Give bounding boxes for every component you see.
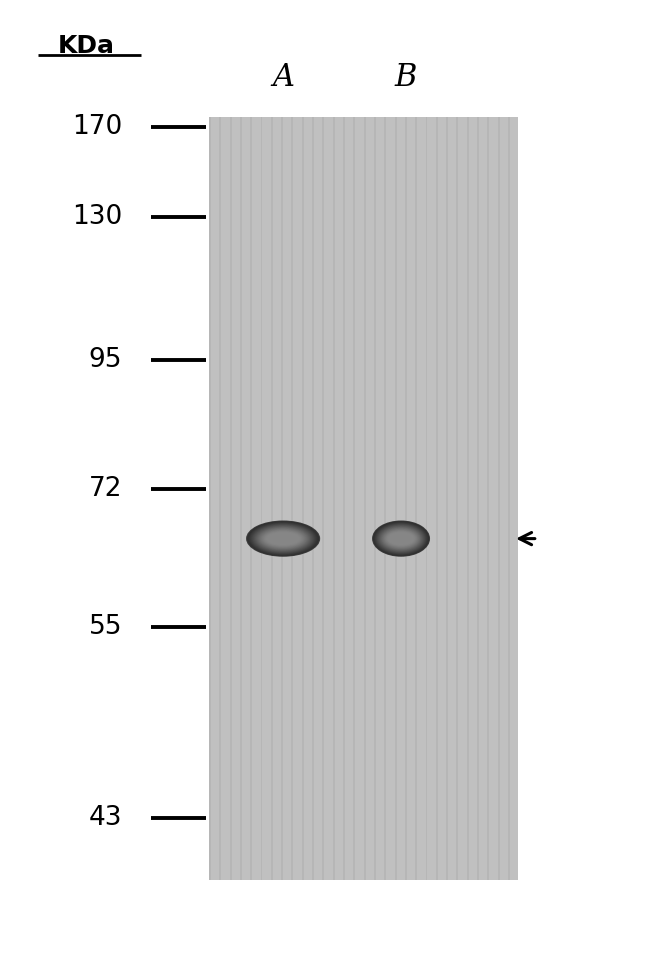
Ellipse shape (265, 531, 301, 546)
Ellipse shape (264, 530, 302, 547)
Text: 95: 95 (88, 347, 122, 373)
Bar (322, 117, 324, 880)
Text: B: B (395, 61, 417, 93)
Ellipse shape (266, 532, 300, 546)
Bar (250, 117, 252, 880)
Bar (426, 117, 428, 880)
Ellipse shape (382, 527, 421, 550)
Bar (384, 117, 386, 880)
Text: 43: 43 (88, 805, 122, 830)
Bar (477, 117, 479, 880)
Bar (456, 117, 458, 880)
Ellipse shape (387, 532, 415, 546)
Ellipse shape (384, 528, 419, 549)
Ellipse shape (387, 531, 415, 546)
Ellipse shape (252, 524, 315, 553)
Bar (209, 117, 518, 880)
Ellipse shape (385, 530, 417, 548)
Ellipse shape (378, 525, 424, 552)
Bar (498, 117, 500, 880)
Ellipse shape (258, 527, 308, 550)
Text: 130: 130 (72, 204, 122, 230)
Bar (240, 117, 242, 880)
Bar (354, 117, 356, 880)
Ellipse shape (254, 525, 313, 552)
Bar (302, 117, 304, 880)
Bar (405, 117, 407, 880)
Bar (281, 117, 283, 880)
Bar (467, 117, 469, 880)
Bar (488, 117, 489, 880)
Ellipse shape (377, 525, 425, 553)
Bar (436, 117, 438, 880)
Bar (209, 117, 211, 880)
Text: 55: 55 (88, 615, 122, 641)
Ellipse shape (261, 528, 306, 549)
Ellipse shape (373, 521, 429, 556)
Ellipse shape (257, 526, 309, 550)
Bar (229, 117, 231, 880)
Bar (343, 117, 345, 880)
Bar (261, 117, 263, 880)
Ellipse shape (374, 523, 428, 555)
Ellipse shape (253, 525, 313, 553)
Bar (446, 117, 448, 880)
Ellipse shape (246, 521, 320, 557)
Bar (395, 117, 396, 880)
Bar (415, 117, 417, 880)
Text: KDa: KDa (58, 34, 115, 58)
Ellipse shape (259, 528, 307, 550)
Ellipse shape (263, 530, 304, 548)
Ellipse shape (380, 526, 422, 551)
Bar (374, 117, 376, 880)
Ellipse shape (247, 521, 319, 556)
Ellipse shape (386, 530, 416, 547)
Ellipse shape (255, 526, 311, 551)
Bar (219, 117, 221, 880)
Ellipse shape (384, 529, 418, 548)
Ellipse shape (374, 522, 428, 555)
Ellipse shape (382, 528, 420, 550)
Ellipse shape (250, 523, 316, 554)
Text: 170: 170 (72, 114, 122, 140)
Ellipse shape (372, 521, 430, 557)
Bar (508, 117, 510, 880)
Bar (333, 117, 335, 880)
Bar (271, 117, 273, 880)
Ellipse shape (376, 524, 426, 553)
Ellipse shape (381, 526, 421, 550)
Ellipse shape (250, 523, 317, 555)
Ellipse shape (248, 522, 318, 555)
Text: 72: 72 (88, 476, 122, 502)
Bar (291, 117, 293, 880)
Bar (363, 117, 365, 880)
Ellipse shape (379, 526, 423, 551)
Text: A: A (272, 61, 294, 93)
Ellipse shape (256, 526, 310, 551)
Ellipse shape (261, 529, 305, 548)
Bar (312, 117, 314, 880)
Ellipse shape (376, 523, 426, 554)
